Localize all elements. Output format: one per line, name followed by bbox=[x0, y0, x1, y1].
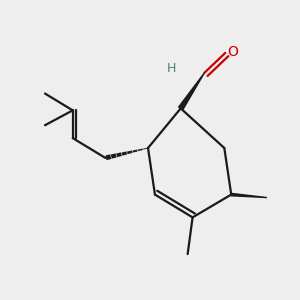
Text: H: H bbox=[167, 62, 176, 75]
Text: O: O bbox=[227, 45, 238, 59]
Polygon shape bbox=[179, 73, 205, 110]
Polygon shape bbox=[231, 194, 267, 198]
